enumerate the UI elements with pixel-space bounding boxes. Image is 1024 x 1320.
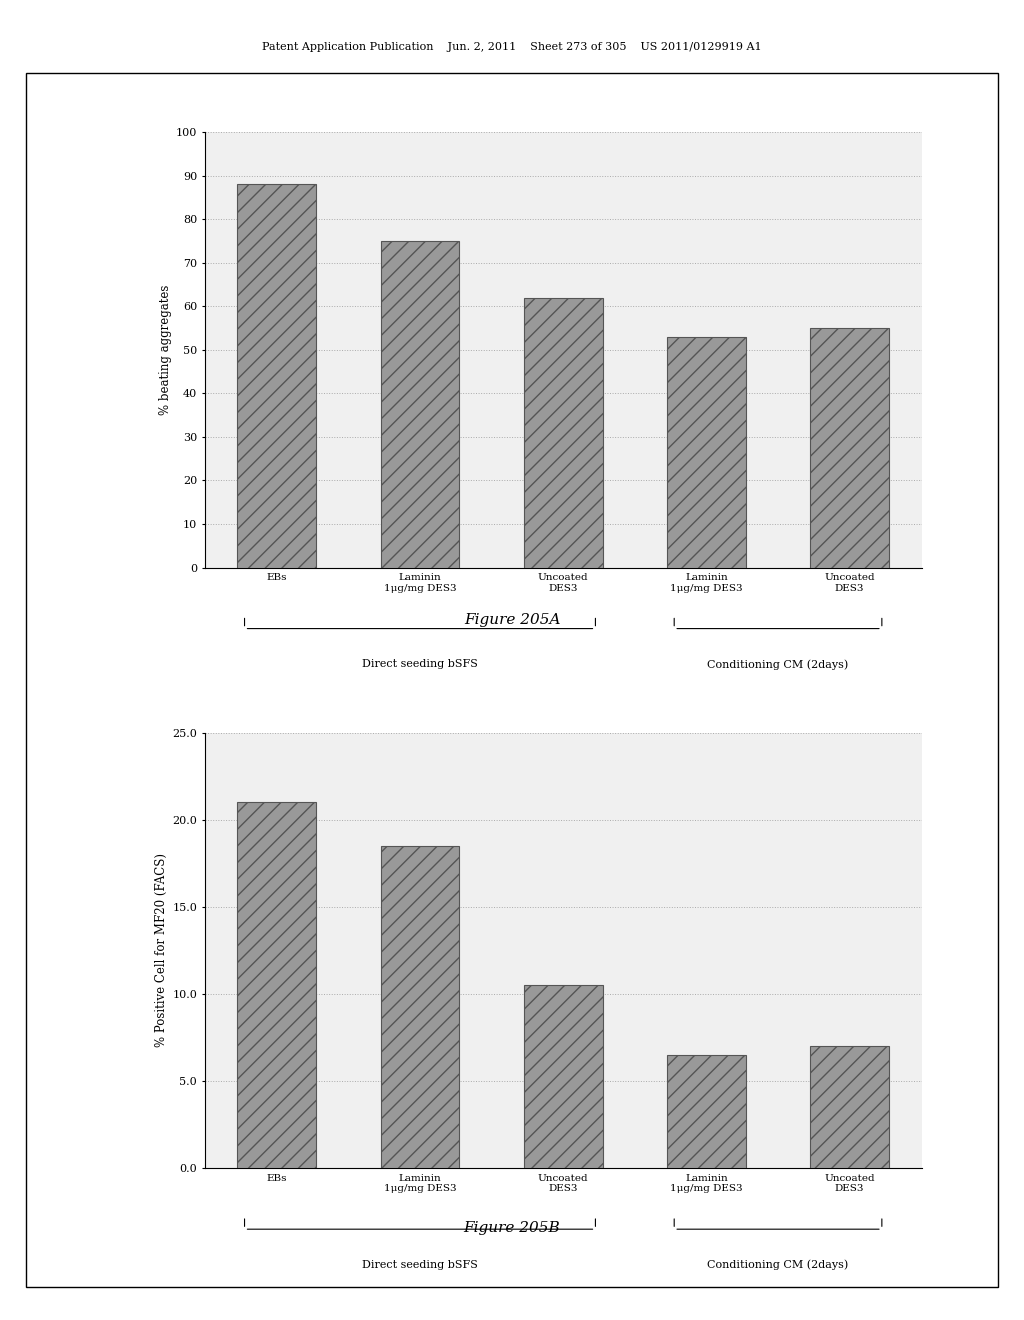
Text: Conditioning CM (2days): Conditioning CM (2days) xyxy=(708,1259,849,1270)
Bar xyxy=(238,185,316,568)
Bar xyxy=(238,803,316,1168)
Bar xyxy=(524,985,602,1168)
Text: Direct seeding bSFS: Direct seeding bSFS xyxy=(362,659,478,669)
Bar xyxy=(810,329,889,568)
Text: Direct seeding bSFS: Direct seeding bSFS xyxy=(362,1259,478,1270)
Bar xyxy=(667,337,745,568)
Bar xyxy=(810,1047,889,1168)
Bar xyxy=(524,297,602,568)
Bar xyxy=(381,846,460,1168)
Text: Figure 205A: Figure 205A xyxy=(464,614,560,627)
Y-axis label: % beating aggregates: % beating aggregates xyxy=(159,285,172,414)
Bar xyxy=(667,1055,745,1168)
Bar xyxy=(381,242,460,568)
Y-axis label: % Positive Cell for MF20 (FACS): % Positive Cell for MF20 (FACS) xyxy=(155,854,168,1047)
Text: Figure 205B: Figure 205B xyxy=(464,1221,560,1234)
Text: Conditioning CM (2days): Conditioning CM (2days) xyxy=(708,659,849,669)
Text: Patent Application Publication    Jun. 2, 2011    Sheet 273 of 305    US 2011/01: Patent Application Publication Jun. 2, 2… xyxy=(262,42,762,53)
